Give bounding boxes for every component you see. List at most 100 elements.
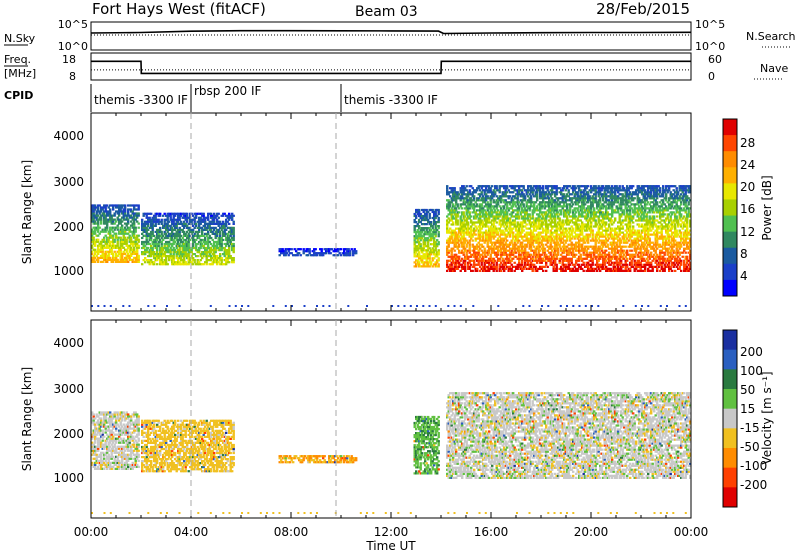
- scatter-cell: [213, 222, 216, 225]
- scatter-cell: [461, 189, 464, 192]
- scatter-cell: [119, 220, 122, 223]
- scatter-cell: [458, 211, 461, 214]
- scatter-cell: [449, 263, 452, 266]
- scatter-cell: [208, 236, 211, 240]
- scatter-cell: [133, 242, 136, 245]
- scatter-cell: [545, 229, 548, 232]
- scatter-cell: [575, 241, 578, 244]
- scatter-cell: [597, 199, 600, 202]
- scatter-cell: [419, 212, 422, 216]
- scatter-cell: [497, 233, 500, 236]
- scatter-cell: [587, 227, 590, 230]
- scatter-cell: [564, 245, 567, 248]
- scatter-cell: [232, 234, 235, 237]
- scatter-cell: [579, 229, 582, 232]
- scatter-cell: [211, 218, 214, 221]
- scatter-cell: [510, 249, 513, 252]
- scatter-cell: [549, 247, 552, 250]
- scatter-cell: [112, 252, 115, 255]
- scatter-cell: [181, 255, 184, 258]
- scatter-cell: [177, 214, 180, 217]
- scatter-cell: [470, 219, 473, 222]
- scatter-cell: [154, 230, 157, 233]
- scatter-cell: [151, 228, 154, 231]
- scatter-cell: [118, 212, 121, 215]
- scatter-cell: [551, 213, 554, 216]
- scatter-cell: [585, 201, 588, 204]
- scatter-cell: [428, 233, 431, 236]
- scatter-cell: [557, 227, 560, 230]
- scatter-cell: [431, 233, 434, 236]
- cpid-mode-2: rbsp 200 IF: [194, 84, 261, 98]
- scatter-cell: [153, 253, 156, 256]
- scatter-cell: [107, 238, 110, 241]
- scatter-cell: [525, 257, 528, 260]
- scatter-cell: [292, 254, 295, 257]
- scatter-cell: [486, 259, 489, 262]
- scatter-cell: [536, 187, 539, 190]
- scatter-cell: [542, 215, 545, 218]
- scatter-cell: [518, 245, 521, 248]
- scatter-cell: [539, 225, 542, 228]
- scatter-cell: [534, 241, 537, 244]
- scatter-cell: [510, 253, 513, 256]
- scatter-cell: [456, 227, 459, 230]
- scatter-cell: [134, 218, 137, 221]
- scatter-cell: [521, 231, 524, 234]
- scatter-cell: [537, 185, 540, 188]
- scatter-cell: [456, 247, 459, 250]
- scatter-cell: [166, 220, 169, 223]
- scatter-cell: [468, 247, 471, 250]
- scatter-cell: [453, 187, 456, 190]
- scatter-cell: [419, 235, 422, 238]
- scatter-cell: [500, 207, 503, 210]
- scatter-cell: [199, 259, 202, 262]
- scatter-cell: [136, 258, 139, 261]
- scatter-cell: [597, 257, 600, 260]
- scatter-cell: [491, 265, 494, 268]
- scatter-cell: [183, 255, 186, 258]
- scatter-cell: [591, 251, 594, 254]
- scatter-cell: [594, 219, 597, 222]
- scatter-cell: [581, 249, 584, 252]
- scatter-cell: [195, 255, 198, 258]
- scatter-cell: [107, 258, 110, 261]
- scatter-cell: [464, 203, 467, 206]
- scatter-cell: [537, 187, 540, 190]
- scatter-cell: [582, 247, 585, 250]
- scatter-cell: [97, 240, 100, 243]
- scatter-cell: [551, 191, 554, 194]
- scatter-cell: [548, 203, 551, 206]
- scatter-cell: [482, 225, 485, 228]
- scatter-cell: [347, 252, 350, 255]
- scatter-cell: [486, 195, 489, 198]
- scatter-cell: [115, 244, 118, 247]
- scatter-cell: [433, 223, 436, 226]
- scatter-cell: [477, 261, 480, 264]
- scatter-cell: [459, 195, 462, 198]
- scatter-cell: [453, 249, 456, 252]
- scatter-cell: [480, 209, 483, 212]
- scatter-cell: [107, 212, 110, 215]
- scatter-cell: [192, 234, 195, 237]
- scatter-cell: [599, 253, 602, 256]
- scatter-cell: [187, 263, 190, 266]
- scatter-cell: [130, 204, 133, 207]
- scatter-cell: [555, 211, 558, 214]
- scatter-cell: [591, 211, 594, 214]
- scatter-cell: [107, 206, 110, 209]
- scatter-cell: [459, 199, 462, 202]
- scatter-cell: [464, 193, 467, 196]
- scatter-cell: [119, 210, 122, 213]
- scatter-cell: [527, 251, 530, 254]
- scatter-cell: [581, 239, 584, 242]
- scatter-cell: [534, 225, 537, 228]
- scatter-cell: [174, 218, 177, 221]
- scatter-cell: [210, 230, 213, 233]
- scatter-cell: [202, 216, 205, 219]
- scatter-cell: [299, 248, 302, 251]
- scatter-cell: [470, 269, 473, 272]
- scatter-cell: [415, 210, 418, 214]
- scatter-cell: [92, 260, 95, 263]
- scatter-cell: [570, 219, 573, 222]
